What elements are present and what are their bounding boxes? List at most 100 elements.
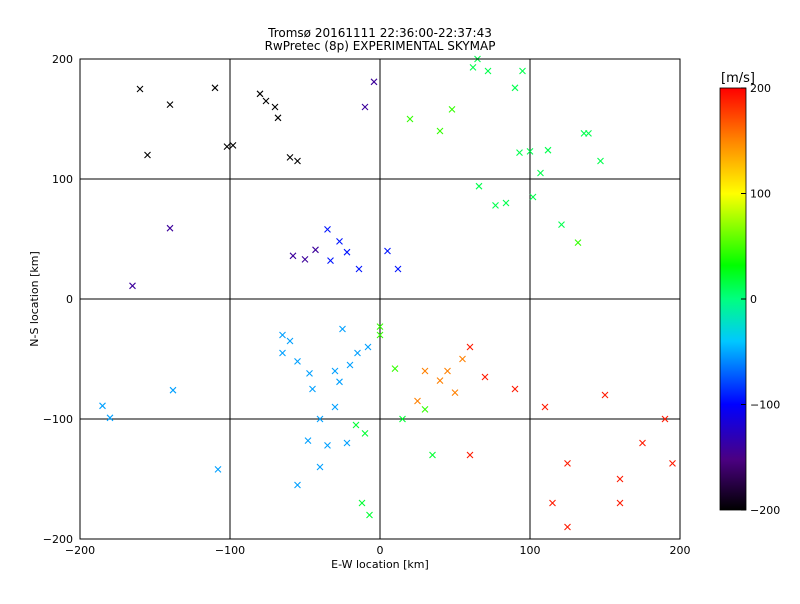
data-point [324,226,331,233]
data-point [106,414,114,422]
data-point-stroke [169,386,177,394]
data-point-stroke [519,67,526,75]
data-point [223,143,231,150]
data-point [229,142,237,149]
data-point-stroke [306,370,313,377]
data-point-stroke [286,337,294,345]
data-point-stroke [481,373,489,381]
data-point [537,169,544,177]
data-point [564,523,571,531]
data-point-stroke [274,114,282,122]
data-point-stroke [399,415,406,423]
data-point [558,221,565,228]
data-point [274,114,282,122]
data-point [312,246,319,254]
data-point-stroke [294,358,301,365]
data-point [169,386,177,394]
data-point [391,365,399,372]
data-point-stroke [616,475,624,483]
data-point-stroke [352,421,360,429]
data-point-stroke [229,142,237,149]
data-point-stroke [144,151,151,159]
colorbar-tick-label: 0 [750,293,757,306]
data-point [541,403,549,411]
data-point-stroke [166,224,174,232]
data-point [279,349,286,357]
data-point-stroke [316,415,324,423]
data-point [502,199,510,207]
data-point-stroke [343,439,351,447]
data-point [361,103,369,111]
data-point-stroke [639,439,646,447]
data-point [331,367,339,375]
data-point-stroke [541,403,549,411]
data-point [343,439,351,447]
data-point [544,146,552,154]
data-point [289,252,297,260]
colorbar-ticks: 200 100 0 −100 −200 [741,82,780,517]
data-point-stroke [364,343,372,351]
data-point-stroke [466,343,474,351]
data-point-stroke [429,451,436,459]
data-point-stroke [376,323,384,330]
data-point [421,367,429,375]
chart-title: Tromsø 20161111 22:36:00-22:37:43 [267,26,492,40]
y-tick-label: 100 [52,173,73,186]
data-point [421,406,429,413]
data-point-stroke [414,397,421,405]
data-point-stroke [444,367,451,375]
data-point [639,439,646,447]
data-point-stroke [669,460,676,467]
data-point [459,355,466,363]
data-point-stroke [544,146,552,154]
data-point-stroke [214,466,222,473]
data-point [316,415,324,423]
data-point [529,193,537,201]
data-point-stroke [436,377,444,384]
x-tick-label: −200 [65,544,95,557]
data-point [549,499,556,507]
data-point [376,331,384,339]
data-point-stroke [469,64,477,71]
data-point [601,391,609,399]
data-point [286,337,294,345]
data-point [429,451,436,459]
data-point [481,373,489,381]
data-point-stroke [262,97,270,105]
data-point-stroke [391,365,399,372]
data-point [294,157,301,165]
data-point [444,367,451,375]
data-point-stroke [361,430,369,437]
data-point [331,403,339,411]
data-point [294,358,301,365]
data-point [306,370,313,377]
data-point-stroke [316,463,324,471]
data-point-stroke [526,148,534,155]
data-point-stroke [421,406,429,413]
chart-subtitle: RwPretec (8p) EXPERIMENTAL SKYMAP [265,39,496,53]
data-point [466,343,474,351]
data-point [616,475,624,483]
data-point [466,451,474,459]
data-point-stroke [271,103,279,111]
data-point-stroke [136,85,144,93]
data-points [99,55,676,531]
data-point-stroke [564,523,571,531]
data-point-stroke [585,130,592,137]
data-point [366,511,373,519]
data-point-stroke [99,402,106,410]
data-point [511,385,519,393]
data-point-stroke [346,361,354,369]
data-point [271,103,279,111]
data-point-stroke [327,257,334,264]
data-point-stroke [256,90,264,98]
data-point-stroke [331,367,339,375]
data-point-stroke [661,415,669,423]
data-point-stroke [459,355,466,363]
data-point-stroke [436,127,444,135]
data-point [99,402,106,410]
data-point [574,239,582,246]
data-point-stroke [516,149,523,156]
